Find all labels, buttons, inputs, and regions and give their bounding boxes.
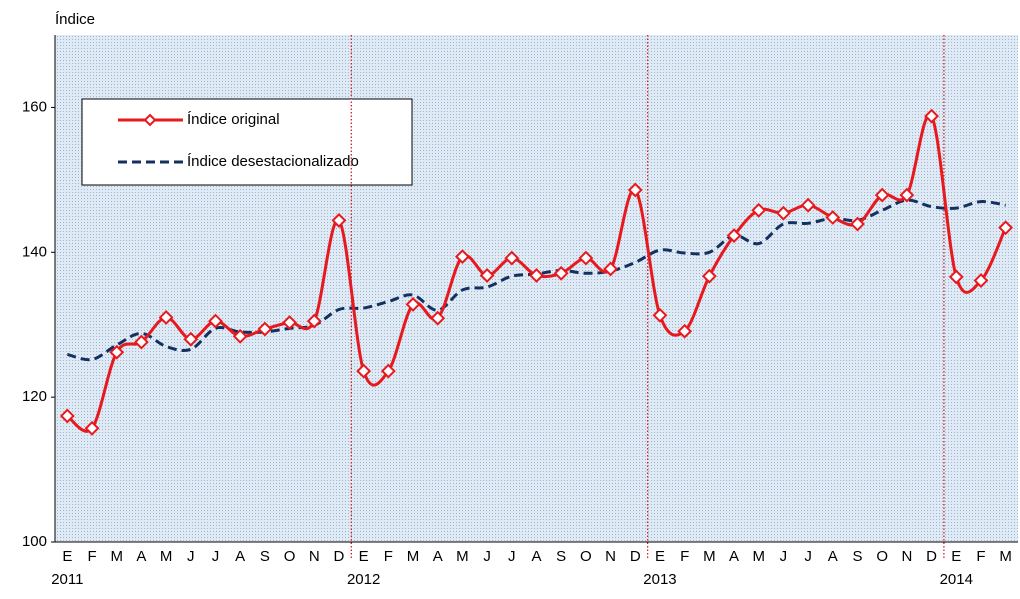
y-tick-label: 140 [22,243,47,260]
x-tick-label: M [999,548,1012,565]
x-tick-label: A [729,548,739,565]
x-tick-label: J [483,548,491,565]
x-tick-label: S [260,548,270,565]
x-tick-label: M [456,548,469,565]
x-tick-label: O [284,548,296,565]
y-tick-label: 160 [22,98,47,115]
point-marker [183,331,199,347]
x-tick-label: E [655,548,665,565]
point-marker [776,205,791,221]
legend-label: Índice original [187,111,280,128]
point-marker [282,315,297,330]
y-tick-label: 120 [22,388,47,405]
point-marker [134,334,149,350]
point-marker [603,261,618,277]
y-tick-label: 100 [22,533,47,550]
point-marker [850,216,865,232]
x-tick-label: J [804,548,812,565]
point-marker [504,250,520,266]
point-marker [479,268,495,283]
x-tick-label: A [531,548,541,565]
x-tick-label: O [580,548,592,565]
x-tick-label: S [556,548,566,565]
point-marker [331,213,347,228]
year-label: 2011 [51,571,83,588]
point-marker [726,228,742,244]
x-tick-label: F [680,548,689,565]
point-marker [84,420,100,436]
x-tick-label: M [110,548,123,565]
point-marker [405,297,421,312]
point-marker [306,313,322,329]
legend-label: Índice desestacionalizado [187,153,359,170]
point-marker [59,408,75,424]
x-tick-label: A [235,548,245,565]
point-marker [874,187,890,203]
point-marker [553,265,569,281]
x-tick-label: E [951,548,961,565]
x-tick-label: D [334,548,345,565]
x-tick-label: N [309,548,320,565]
x-tick-label: J [187,548,195,565]
point-marker [257,321,273,337]
year-label: 2014 [940,571,973,588]
x-tick-label: N [901,548,912,565]
y-axis-label: Índice [55,11,95,28]
x-tick-label: E [62,548,72,565]
point-marker [356,363,372,379]
point-marker [998,220,1014,236]
point-marker [825,210,841,225]
year-label: 2012 [347,571,380,588]
point-marker [578,250,594,266]
point-marker [232,328,248,344]
x-tick-label: O [876,548,888,565]
point-marker [380,363,396,379]
point-marker [677,323,693,339]
x-tick-label: S [852,548,862,565]
x-tick-label: F [976,548,985,565]
point-marker [652,307,668,323]
x-tick-label: A [828,548,838,565]
x-tick-label: M [407,548,420,565]
x-tick-label: J [508,548,516,565]
point-marker [430,310,446,326]
point-marker [455,249,470,265]
x-tick-label: A [136,548,146,565]
point-marker [924,108,939,124]
point-marker [701,268,717,284]
point-marker [899,187,915,203]
point-marker [529,268,544,283]
x-tick-label: N [605,548,616,565]
point-marker [948,269,964,285]
legend: Índice original Índice desestacionalizado [81,98,413,186]
x-tick-label: D [630,548,641,565]
x-tick-label: J [780,548,788,565]
year-label: 2013 [643,571,676,588]
legend-marker [143,113,157,127]
x-tick-label: M [703,548,716,565]
x-tick-label: M [752,548,765,565]
point-marker [158,310,174,325]
point-marker [973,273,989,288]
x-tick-label: A [433,548,443,565]
point-marker [800,197,816,213]
point-marker [627,182,643,198]
legend-box [81,98,413,186]
x-tick-label: F [384,548,393,565]
x-tick-label: M [160,548,173,565]
point-marker [208,313,223,329]
x-tick-label: E [359,548,369,565]
x-tick-label: D [926,548,937,565]
x-tick-label: J [212,548,220,565]
x-tick-label: F [87,548,96,565]
point-marker [751,202,767,218]
point-marker [109,344,125,360]
